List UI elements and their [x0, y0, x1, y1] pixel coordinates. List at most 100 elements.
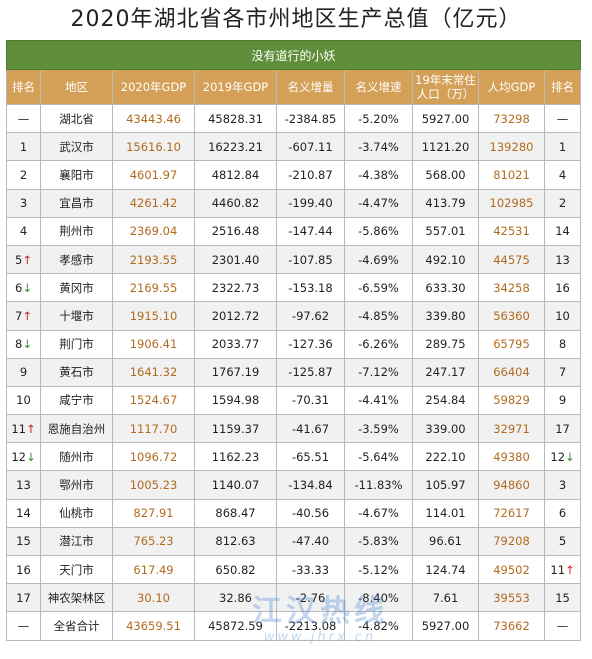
subtitle-row: 没有道行的小妖 — [5, 40, 582, 70]
cell-rank-per-capita: 14 — [543, 216, 582, 246]
cell-gdp-2020-value: 2193.55 — [129, 252, 178, 267]
arrow-up-icon: ↑ — [22, 252, 32, 267]
cell-per-capita-gdp: 44575 — [478, 244, 545, 275]
cell-gdp-2019: 1162.23 — [194, 442, 277, 472]
cell-nominal-increase-value: -47.40 — [291, 534, 330, 549]
cell-population: 222.10 — [412, 442, 479, 472]
cell-per-capita-gdp-value: 73662 — [493, 618, 530, 633]
cell-rank-value: — — [17, 111, 30, 126]
cell-nominal-increase-value: -607.11 — [288, 139, 333, 154]
cell-rank-value: 13 — [16, 478, 31, 493]
cell-gdp-2019: 2516.48 — [194, 216, 277, 246]
cell-nominal-growth: -5.20% — [344, 103, 413, 134]
cell-gdp-2020-value: 43443.46 — [126, 111, 181, 126]
cell-nominal-increase: -607.11 — [276, 132, 345, 162]
cell-region: 全省合计 — [40, 611, 113, 641]
cell-gdp-2019: 1767.19 — [194, 357, 277, 387]
cell-rank-value: — — [17, 618, 30, 633]
cell-gdp-2020: 765.23 — [112, 526, 195, 557]
cell-nominal-growth-value: -8.40% — [358, 590, 399, 605]
cell-rank-per-capita: — — [543, 103, 582, 134]
cell-rank-per-capita: 2 — [543, 188, 582, 218]
cell-nominal-increase-value: -210.87 — [288, 167, 333, 182]
cell-gdp-2019: 4460.82 — [194, 188, 277, 218]
cell-per-capita-gdp: 81021 — [478, 160, 545, 190]
cell-gdp-2020: 1117.70 — [112, 414, 195, 444]
cell-rank-per-capita: 16 — [543, 273, 582, 303]
cell-population: 105.97 — [412, 470, 479, 500]
cell-per-capita-gdp: 65795 — [478, 329, 545, 359]
cell-rank-value: 8 — [15, 337, 23, 352]
cell-gdp-2019: 45828.31 — [194, 103, 277, 134]
cell-nominal-growth-value: -5.86% — [358, 224, 399, 239]
cell-region: 随州市 — [40, 442, 113, 472]
cell-rank-per-capita: 11↑ — [543, 554, 582, 585]
cell-rank-value: 14 — [16, 506, 31, 521]
cell-population: 413.79 — [412, 188, 479, 218]
cell-nominal-growth: -4.38% — [344, 160, 413, 190]
arrow-down-icon: ↓ — [26, 449, 36, 464]
cell-rank-value: 5 — [15, 252, 23, 267]
cell-gdp-2019-value: 650.82 — [215, 562, 256, 577]
cell-gdp-2020: 1524.67 — [112, 385, 195, 416]
cell-rank: — — [6, 103, 41, 134]
cell-gdp-2020-value: 1096.72 — [129, 449, 178, 464]
cell-rank-value: 9 — [19, 365, 28, 380]
cell-nominal-increase-value: -33.33 — [291, 562, 330, 577]
cell-population: 492.10 — [412, 244, 479, 275]
page-title: 2020年湖北省各市州地区生产总值（亿元） — [70, 7, 522, 32]
cell-per-capita-gdp-value: 49502 — [493, 562, 530, 577]
cell-rank: 7↑ — [6, 301, 41, 331]
cell-rank-per-capita-value: 13 — [555, 252, 570, 267]
cell-per-capita-gdp: 39553 — [478, 583, 545, 613]
cell-rank-per-capita: 4 — [543, 160, 582, 190]
cell-population-value: 492.10 — [425, 252, 466, 267]
cell-rank-per-capita: 3 — [543, 470, 582, 500]
cell-per-capita-gdp: 49380 — [478, 442, 545, 472]
cell-gdp-2019: 868.47 — [194, 498, 277, 528]
cell-region: 湖北省 — [40, 103, 113, 134]
cell-rank-per-capita: 1 — [543, 132, 582, 162]
cell-gdp-2019: 2301.40 — [194, 244, 277, 275]
cell-nominal-increase-value: -2213.08 — [284, 618, 337, 633]
cell-gdp-2019-value: 2322.73 — [211, 280, 260, 295]
cell-gdp-2020-value: 2369.04 — [129, 224, 178, 239]
cell-region-value: 武汉市 — [59, 139, 94, 154]
cell-region: 鄂州市 — [40, 470, 113, 500]
cell-gdp-2019-value: 4460.82 — [211, 196, 260, 211]
cell-per-capita-gdp-value: 79208 — [493, 534, 530, 549]
cell-gdp-2019: 1159.37 — [194, 414, 277, 444]
cell-nominal-increase: -47.40 — [276, 526, 345, 557]
cell-gdp-2020-value: 4601.97 — [129, 167, 178, 182]
cell-per-capita-gdp: 73298 — [478, 103, 545, 134]
cell-nominal-increase: -134.84 — [276, 470, 345, 500]
cell-rank: 11↑ — [6, 414, 41, 444]
cell-rank: 9 — [6, 357, 41, 387]
cell-region-value: 黄石市 — [59, 365, 94, 380]
cell-nominal-growth-value: -7.12% — [358, 365, 399, 380]
cell-nominal-increase: -70.31 — [276, 385, 345, 416]
cell-gdp-2020: 4601.97 — [112, 160, 195, 190]
cell-gdp-2019-value: 2033.77 — [211, 337, 260, 352]
cell-rank-per-capita-value: — — [556, 111, 569, 126]
cell-population-value: 1121.20 — [421, 139, 470, 154]
header-region: 地区 — [40, 69, 113, 105]
cell-per-capita-gdp-value: 44575 — [493, 252, 530, 267]
cell-population: 5927.00 — [412, 103, 479, 134]
table-row: 12↓ 随州市 1096.72 1162.23 -65.51 -5.64% 222.10 49… — [6, 442, 582, 472]
cell-rank-per-capita: 6 — [543, 498, 582, 528]
cell-rank-value: 1 — [19, 139, 28, 154]
cell-nominal-increase: -2.76 — [276, 583, 345, 613]
table-row: 4 荆州市 2369.04 2516.48 -147.44 -5.86% 557.01 425… — [6, 216, 582, 246]
cell-rank: 16 — [6, 554, 41, 585]
cell-rank-per-capita: 10 — [543, 301, 582, 331]
cell-gdp-2020-value: 1117.70 — [129, 421, 178, 436]
cell-rank: 4 — [6, 216, 41, 246]
cell-nominal-growth: -3.59% — [344, 414, 413, 444]
cell-gdp-2019-value: 2301.40 — [211, 252, 260, 267]
cell-per-capita-gdp-value: 39553 — [493, 590, 530, 605]
cell-rank-per-capita-value: 12 — [550, 449, 566, 464]
cell-population: 7.61 — [412, 583, 479, 613]
table-row: 9 黄石市 1641.32 1767.19 -125.87 -7.12% 247.17 664… — [6, 357, 582, 387]
